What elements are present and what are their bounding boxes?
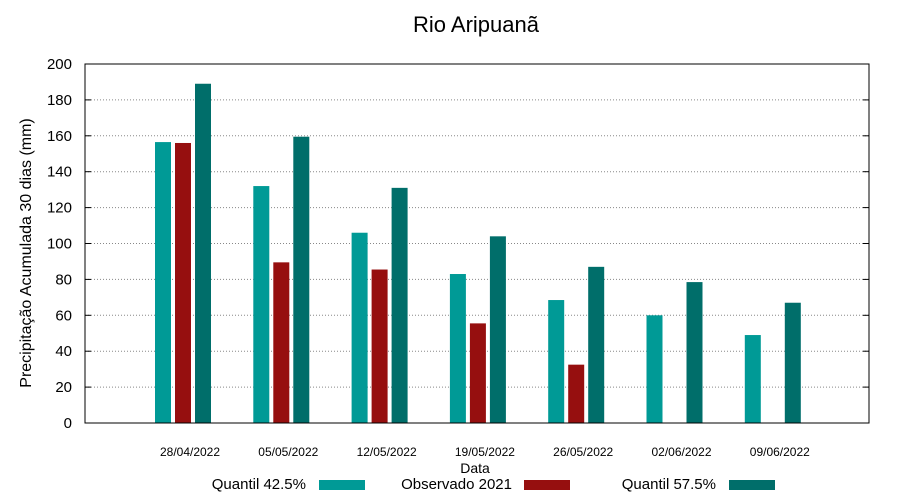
bar xyxy=(371,269,388,423)
bar xyxy=(195,83,211,424)
legend-swatch xyxy=(319,480,365,490)
y-tick-label: 60 xyxy=(55,307,72,324)
y-tick-label: 40 xyxy=(55,343,72,360)
y-tick-label: 0 xyxy=(64,415,72,432)
y-tick-label: 200 xyxy=(47,56,72,73)
bar xyxy=(449,274,466,423)
y-tick-label: 160 xyxy=(47,128,72,145)
y-tick-label: 120 xyxy=(47,200,72,217)
legend-label: Quantil 42.5% xyxy=(212,476,306,493)
x-tick-label: 19/05/2022 xyxy=(455,445,515,459)
x-axis-label: Data xyxy=(460,460,490,476)
y-axis-ticks: 0 20 40 60 80 100 120 140 160 180 200 xyxy=(47,56,869,432)
bar xyxy=(568,364,585,423)
bar xyxy=(588,266,605,423)
x-tick-label: 09/06/2022 xyxy=(750,445,810,459)
bar xyxy=(686,282,703,423)
bar xyxy=(293,136,310,423)
legend-swatch xyxy=(524,480,570,490)
bar xyxy=(784,302,801,423)
bar xyxy=(489,236,506,423)
bar xyxy=(469,323,486,423)
bar xyxy=(548,300,565,423)
bar xyxy=(351,232,368,423)
bar xyxy=(155,142,171,423)
y-tick-label: 20 xyxy=(55,379,72,396)
legend-label: Observado 2021 xyxy=(401,476,512,493)
chart-title: Rio Aripuanã xyxy=(413,12,540,37)
x-tick-label: 12/05/2022 xyxy=(357,445,417,459)
y-tick-label: 140 xyxy=(47,164,72,181)
x-tick-label: 28/04/2022 xyxy=(160,445,220,459)
y-tick-label: 100 xyxy=(47,236,72,253)
legend-swatch xyxy=(729,480,775,490)
legend: Quantil 42.5% Observado 2021 Quantil 57.5% xyxy=(212,476,775,493)
bar xyxy=(175,142,191,424)
y-axis-label: Precipitação Acumulada 30 dias (mm) xyxy=(18,118,35,387)
bar xyxy=(391,187,408,423)
bar xyxy=(646,315,663,423)
x-axis-ticks: 28/04/2022 05/05/2022 12/05/2022 19/05/2022… xyxy=(160,445,810,459)
y-tick-label: 180 xyxy=(47,92,72,109)
bars xyxy=(155,83,801,424)
bar xyxy=(744,335,761,423)
x-tick-label: 05/05/2022 xyxy=(258,445,318,459)
x-tick-label: 02/06/2022 xyxy=(651,445,711,459)
bar xyxy=(273,262,290,423)
bar xyxy=(253,186,270,423)
y-tick-label: 80 xyxy=(55,271,72,288)
legend-label: Quantil 57.5% xyxy=(622,476,716,493)
x-tick-label: 26/05/2022 xyxy=(553,445,613,459)
